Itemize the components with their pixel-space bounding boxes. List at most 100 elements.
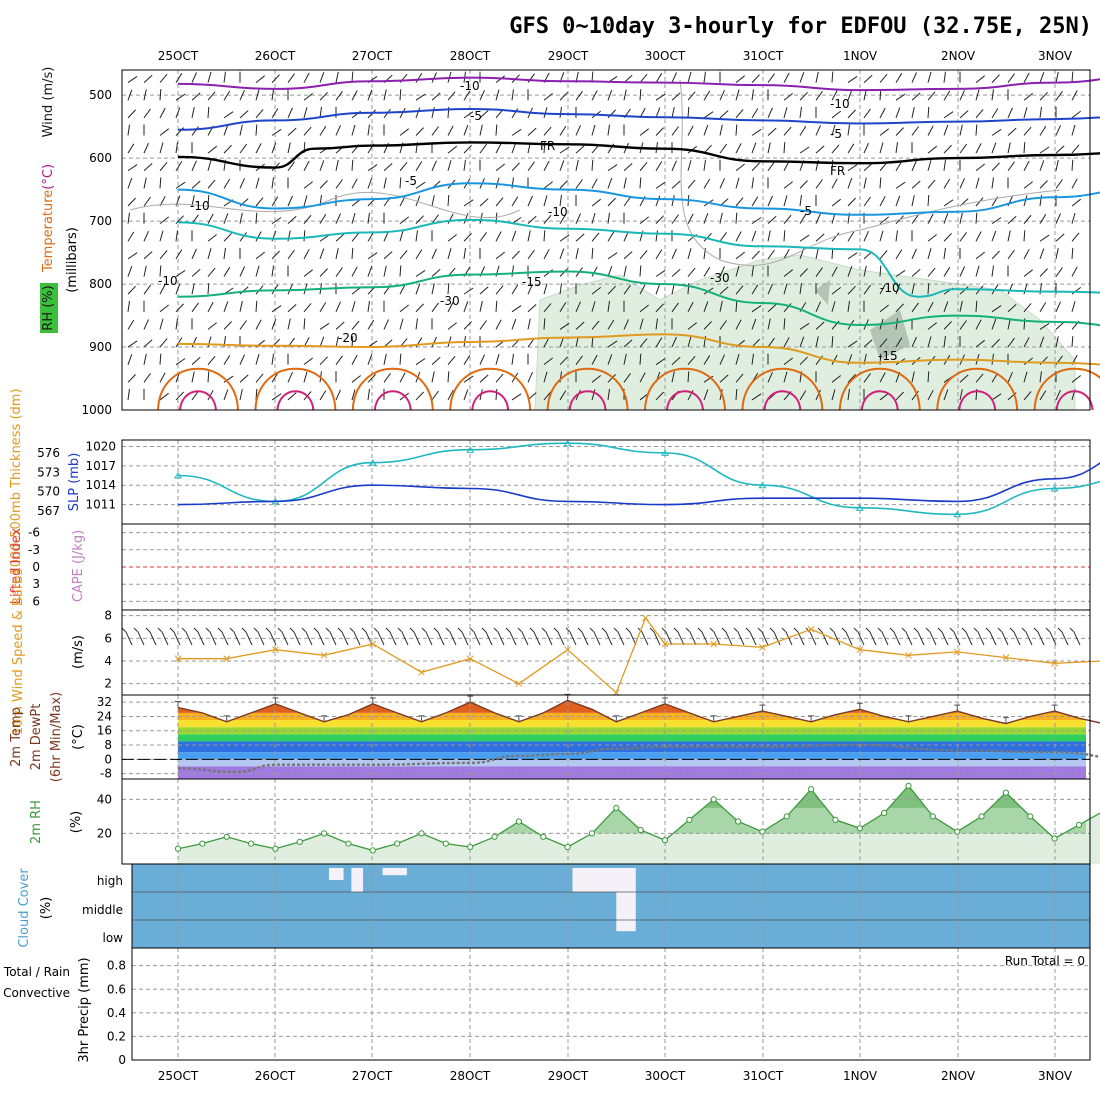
precip-convective-label: Convective	[3, 986, 70, 1000]
surface-wind-barb	[521, 631, 529, 646]
surface-wind-barb	[1069, 627, 1075, 633]
surface-wind-barb	[305, 631, 313, 646]
rh-legend-box	[40, 283, 58, 333]
surface-wind-barb	[233, 631, 241, 646]
wind-barb	[175, 73, 183, 83]
wind-barb	[591, 375, 602, 383]
surface-wind-barb	[653, 631, 661, 646]
wind-barb	[735, 319, 742, 330]
surface-wind-barb	[329, 631, 337, 646]
surface-wind-barb	[317, 631, 325, 646]
surface-wind-barb	[481, 627, 487, 633]
wind-barb	[943, 247, 946, 259]
wind-barb	[943, 232, 952, 242]
wind-barb	[847, 374, 856, 383]
temp-units: (°C)	[71, 724, 86, 750]
wind-barb	[447, 355, 456, 365]
wind-barb	[975, 177, 980, 189]
wind-barb	[895, 161, 903, 172]
temperature-ylabel: Temperature(°C)	[41, 164, 56, 273]
wind-barb	[1071, 71, 1074, 83]
rh-marker	[905, 782, 912, 789]
surface-wind-barb	[949, 627, 955, 633]
wind-barb	[831, 336, 834, 348]
wind-barb	[543, 93, 554, 101]
rh-marker	[321, 830, 328, 837]
wind-barb	[559, 214, 567, 224]
wind-barb	[623, 373, 631, 383]
wind-barb	[143, 251, 153, 260]
wind-barb	[687, 106, 690, 118]
wind-barb	[431, 371, 435, 383]
wind-barb	[1007, 249, 1015, 260]
wind-barb	[207, 389, 214, 401]
wind-barb	[239, 266, 245, 277]
wind-barb	[335, 233, 345, 242]
wind-barb	[719, 110, 729, 119]
surface-wind-barb	[785, 631, 793, 646]
wind-barb	[351, 287, 362, 295]
wind-barb	[287, 215, 297, 225]
wind-barb	[479, 89, 485, 101]
cloud-cover-panel: high middle low	[82, 863, 1091, 949]
wind-barb	[175, 230, 178, 242]
wind-barb	[159, 89, 162, 101]
wind-barb	[831, 110, 842, 119]
wind-barb	[207, 355, 216, 365]
wind-barb	[127, 75, 138, 84]
wind-barb	[303, 318, 306, 330]
wind-barb	[735, 143, 742, 154]
surface-wind-barb	[389, 631, 397, 646]
wind-barb	[447, 301, 454, 313]
wind-barb	[815, 125, 821, 136]
wind-barb	[367, 266, 373, 277]
wind-barb	[543, 214, 552, 224]
ylabel-part: 3hr Precip (mm)	[77, 957, 92, 1062]
wind-barb	[943, 144, 952, 154]
wind-barb	[671, 336, 677, 348]
wind-barb	[367, 354, 373, 365]
wind-barb	[991, 142, 997, 154]
surface-wind-barb	[325, 627, 331, 633]
precip-ylabel: 3hr Precip (mm)	[77, 957, 92, 1062]
wind-barb	[655, 249, 663, 260]
panel-frame	[121, 439, 1091, 525]
wind-barb	[991, 265, 994, 277]
thickness-marker	[368, 459, 377, 466]
wind-barb	[255, 265, 260, 277]
wind-barb	[127, 252, 138, 260]
contour-30	[179, 390, 217, 411]
wind-barb	[687, 336, 692, 348]
wind-speed-marker	[661, 640, 669, 648]
surface-wind-barb	[721, 627, 727, 633]
wind-barb	[735, 353, 740, 365]
wind-barb	[975, 212, 978, 224]
surface-wind-barb	[401, 631, 409, 646]
wind-barb	[159, 73, 168, 83]
wind-barb	[991, 305, 1002, 313]
wind-barb	[767, 249, 775, 260]
wind-barb	[879, 177, 882, 189]
wind-barb	[415, 127, 424, 136]
wind-barb	[831, 178, 838, 189]
surface-wind-barb	[1061, 631, 1069, 646]
wind-barb	[639, 284, 646, 295]
contour-label: -5	[405, 174, 417, 188]
surface-wind-barb	[665, 631, 673, 646]
wind-barb	[1039, 125, 1047, 136]
wind-barb	[1071, 232, 1080, 242]
wind-barb	[1071, 198, 1082, 207]
ylabel-part: 2m DewPt	[29, 704, 44, 771]
wind-barb	[735, 75, 746, 83]
wind-barb	[703, 301, 709, 312]
wind-barb	[399, 318, 404, 330]
wind-speed-marker	[320, 651, 328, 659]
wind-barb	[815, 321, 825, 330]
wind-speed-marker	[272, 646, 279, 654]
wind-barb	[495, 163, 506, 172]
surface-wind-barb	[989, 631, 997, 646]
wind-barb	[591, 198, 602, 207]
wind-speed-marker	[466, 655, 474, 663]
wind-barb	[703, 159, 706, 171]
